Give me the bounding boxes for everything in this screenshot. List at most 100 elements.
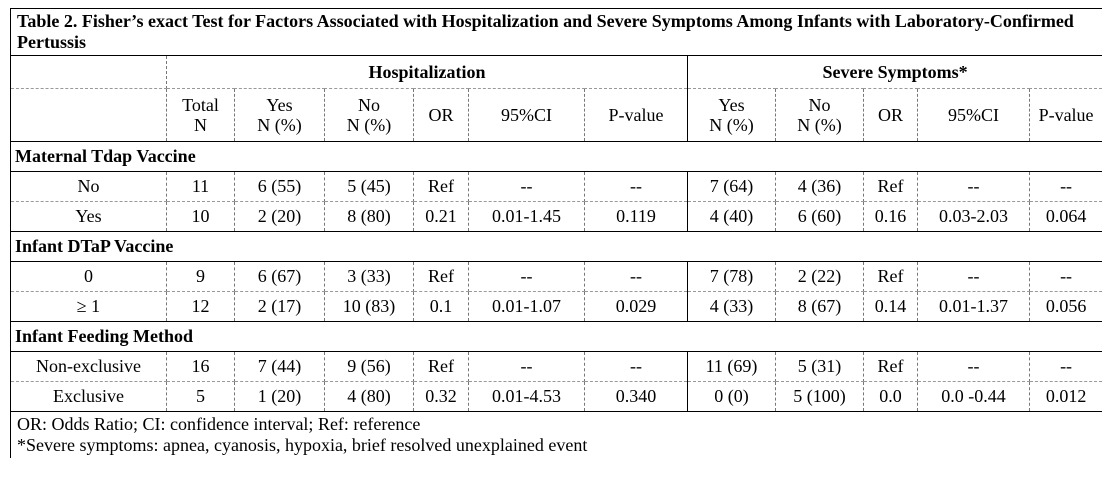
cell-severe-ci: 0.0 -0.44 [917,381,1030,412]
row-label: No [10,171,167,202]
column-header-row: Total N Yes N (%) No N (%) OR 95%CI P-value… [10,88,1102,142]
table-row: Yes 10 2 (20) 8 (80) 0.21 0.01-1.45 0.119 4 (40… [10,201,1102,232]
cell-hosp-ci: 0.01-1.07 [468,291,585,322]
column-header-factor [10,88,167,142]
cell-hosp-no: 4 (80) [324,381,414,412]
column-header-severe-ci: 95%CI [917,88,1030,142]
cell-hosp-yes: 7 (44) [234,351,325,382]
cell-total: 5 [166,381,235,412]
cell-hosp-yes: 2 (17) [234,291,325,322]
column-header-hosp-or: OR [413,88,469,142]
cell-severe-p: -- [1028,261,1102,292]
cell-severe-or: 0.0 [863,381,918,412]
cell-severe-ci: 0.03-2.03 [917,201,1030,232]
cell-hosp-no: 10 (83) [324,291,414,322]
cell-severe-or: Ref [863,351,918,382]
group-header-severe-symptoms: Severe Symptoms* [686,55,1102,89]
cell-hosp-yes: 6 (67) [234,261,325,292]
column-header-severe-p: P-value [1028,88,1102,142]
cell-total: 10 [166,201,235,232]
cell-severe-no: 5 (100) [775,381,864,412]
section-header: Maternal Tdap Vaccine [10,141,1102,172]
cell-total: 16 [166,351,235,382]
cell-hosp-p: 0.340 [584,381,688,412]
table-row: ≥ 1 12 2 (17) 10 (83) 0.1 0.01-1.07 0.029 4 (33… [10,291,1102,322]
cell-total: 9 [166,261,235,292]
cell-severe-ci: -- [917,261,1030,292]
cell-severe-yes: 7 (64) [687,171,776,202]
cell-hosp-no: 5 (45) [324,171,414,202]
cell-hosp-no: 8 (80) [324,201,414,232]
column-header-severe-no: No N (%) [775,88,864,142]
results-table: Table 2. Fisher’s exact Test for Factors… [10,8,1102,458]
table-title: Table 2. Fisher’s exact Test for Factors… [10,8,1102,56]
cell-hosp-p: 0.119 [584,201,688,232]
table-row: Non-exclusive 16 7 (44) 9 (56) Ref -- -- 11 (69… [10,351,1102,382]
cell-hosp-or: Ref [413,261,469,292]
column-header-hosp-no: No N (%) [324,88,414,142]
cell-severe-no: 2 (22) [775,261,864,292]
cell-hosp-yes: 6 (55) [234,171,325,202]
column-header-severe-yes: Yes N (%) [687,88,776,142]
corner-cell [10,55,167,89]
cell-severe-no: 5 (31) [775,351,864,382]
table-row: Exclusive 5 1 (20) 4 (80) 0.32 0.01-4.53 0.340… [10,381,1102,412]
cell-severe-ci: -- [917,351,1030,382]
cell-severe-yes: 4 (33) [687,291,776,322]
cell-hosp-ci: 0.01-4.53 [468,381,585,412]
row-label: Non-exclusive [10,351,167,382]
cell-hosp-yes: 2 (20) [234,201,325,232]
cell-hosp-or: Ref [413,351,469,382]
cell-total: 12 [166,291,235,322]
cell-severe-or: Ref [863,171,918,202]
cell-severe-no: 6 (60) [775,201,864,232]
cell-severe-p: 0.064 [1028,201,1102,232]
cell-severe-no: 4 (36) [775,171,864,202]
cell-hosp-ci: -- [468,261,585,292]
cell-hosp-yes: 1 (20) [234,381,325,412]
column-header-total: Total N [166,88,235,142]
cell-severe-no: 8 (67) [775,291,864,322]
footnote-line: *Severe symptoms: apnea, cyanosis, hypox… [17,435,588,455]
cell-hosp-no: 9 (56) [324,351,414,382]
cell-hosp-or: 0.1 [413,291,469,322]
cell-severe-p: 0.056 [1028,291,1102,322]
footnote-line: OR: Odds Ratio; CI: confidence interval;… [17,414,421,434]
cell-severe-p: -- [1028,171,1102,202]
group-header-hospitalization: Hospitalization [166,55,688,89]
cell-severe-ci: 0.01-1.37 [917,291,1030,322]
row-label: 0 [10,261,167,292]
column-header-hosp-ci: 95%CI [468,88,585,142]
table-container: Table 2. Fisher’s exact Test for Factors… [10,8,1102,496]
cell-severe-p: -- [1028,351,1102,382]
cell-hosp-p: 0.029 [584,291,688,322]
cell-severe-yes: 4 (40) [687,201,776,232]
cell-total: 11 [166,171,235,202]
column-header-severe-or: OR [863,88,918,142]
column-header-hosp-p: P-value [584,88,688,142]
cell-hosp-p: -- [584,171,688,202]
section-header: Infant DTaP Vaccine [10,231,1102,262]
cell-hosp-p: -- [584,261,688,292]
row-label: Exclusive [10,381,167,412]
cell-hosp-ci: -- [468,171,585,202]
section-header: Infant Feeding Method [10,321,1102,352]
column-header-hosp-yes: Yes N (%) [234,88,325,142]
cell-hosp-p: -- [584,351,688,382]
cell-hosp-ci: 0.01-1.45 [468,201,585,232]
cell-severe-yes: 11 (69) [687,351,776,382]
row-label: Yes [10,201,167,232]
cell-severe-yes: 0 (0) [687,381,776,412]
cell-severe-ci: -- [917,171,1030,202]
cell-hosp-no: 3 (33) [324,261,414,292]
cell-severe-p: 0.012 [1028,381,1102,412]
cell-hosp-or: Ref [413,171,469,202]
cell-hosp-or: 0.21 [413,201,469,232]
row-label: ≥ 1 [10,291,167,322]
cell-severe-or: Ref [863,261,918,292]
cell-severe-or: 0.14 [863,291,918,322]
cell-hosp-or: 0.32 [413,381,469,412]
table-footnotes: OR: Odds Ratio; CI: confidence interval;… [10,411,1102,458]
cell-severe-yes: 7 (78) [687,261,776,292]
